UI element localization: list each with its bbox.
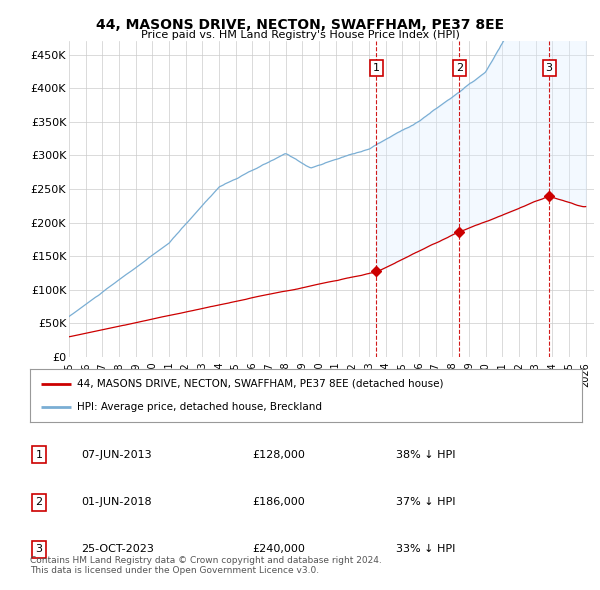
Text: Contains HM Land Registry data © Crown copyright and database right 2024.
This d: Contains HM Land Registry data © Crown c…: [30, 556, 382, 575]
Text: 2: 2: [35, 497, 43, 507]
Text: 44, MASONS DRIVE, NECTON, SWAFFHAM, PE37 8EE (detached house): 44, MASONS DRIVE, NECTON, SWAFFHAM, PE37…: [77, 379, 443, 389]
Text: 2: 2: [456, 63, 463, 73]
Text: 3: 3: [545, 63, 553, 73]
Text: £240,000: £240,000: [252, 545, 305, 554]
Text: 3: 3: [35, 545, 43, 554]
Text: 07-JUN-2013: 07-JUN-2013: [81, 450, 152, 460]
Text: 37% ↓ HPI: 37% ↓ HPI: [396, 497, 455, 507]
Text: 25-OCT-2023: 25-OCT-2023: [81, 545, 154, 554]
Text: 1: 1: [35, 450, 43, 460]
Text: 38% ↓ HPI: 38% ↓ HPI: [396, 450, 455, 460]
Text: HPI: Average price, detached house, Breckland: HPI: Average price, detached house, Brec…: [77, 402, 322, 412]
Text: £128,000: £128,000: [252, 450, 305, 460]
Text: 44, MASONS DRIVE, NECTON, SWAFFHAM, PE37 8EE: 44, MASONS DRIVE, NECTON, SWAFFHAM, PE37…: [96, 18, 504, 32]
Text: 1: 1: [373, 63, 380, 73]
Text: £186,000: £186,000: [252, 497, 305, 507]
Text: 01-JUN-2018: 01-JUN-2018: [81, 497, 152, 507]
Text: 33% ↓ HPI: 33% ↓ HPI: [396, 545, 455, 554]
Text: Price paid vs. HM Land Registry's House Price Index (HPI): Price paid vs. HM Land Registry's House …: [140, 30, 460, 40]
